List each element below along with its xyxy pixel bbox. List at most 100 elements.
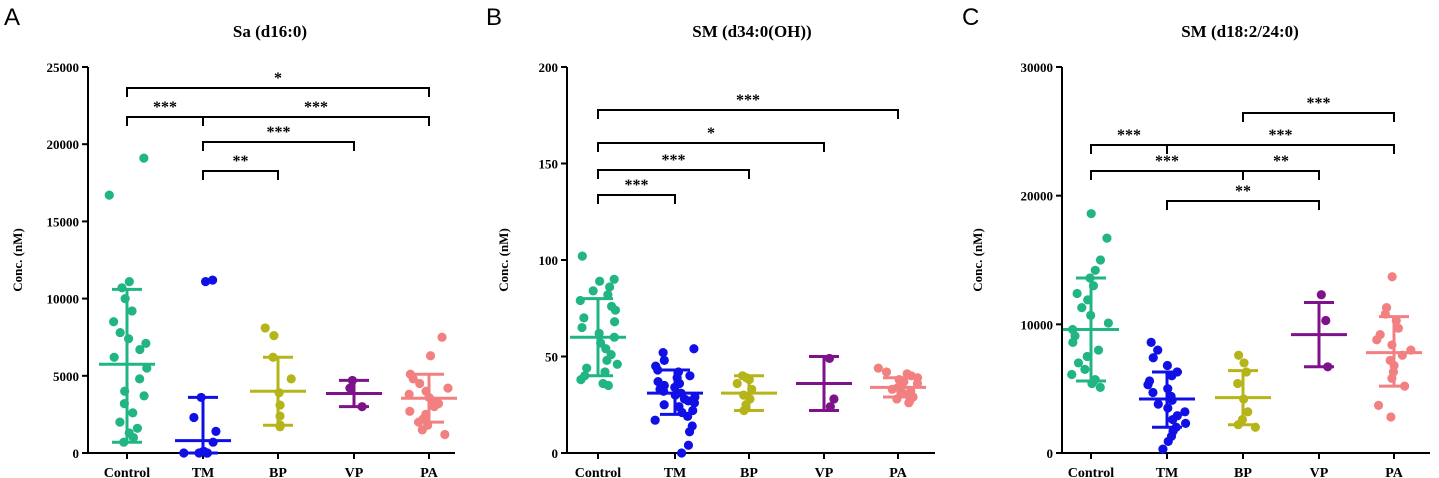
data-point [1095, 255, 1106, 265]
data-point [577, 251, 587, 261]
chart-title: SM (d18:2/24:0) [1181, 22, 1299, 41]
significance-label: *** [153, 99, 177, 116]
data-point [115, 417, 125, 427]
significance-bracket [126, 87, 430, 97]
x-tick-label: Control [1068, 466, 1115, 478]
data-point [1239, 358, 1249, 368]
data-point [1067, 369, 1077, 380]
significance-bracket [597, 194, 676, 204]
data-point [1168, 414, 1178, 425]
data-point [904, 398, 914, 408]
data-point [1080, 364, 1090, 374]
panel-b: B SM (d34:0(OH)) Conc. (nM) 0 50 100 150 200… [486, 4, 935, 478]
data-point [408, 374, 418, 384]
significance-label: ** [1235, 183, 1251, 200]
y-tick-label: 150 [539, 157, 559, 172]
data-point [601, 344, 611, 354]
data-point [1316, 290, 1326, 300]
data-point [1373, 400, 1384, 410]
data-point [659, 355, 669, 365]
data-point [139, 391, 149, 401]
y-tick-label: 100 [539, 253, 559, 268]
data-point [141, 338, 151, 348]
x-tick-label: BP [1234, 466, 1252, 478]
data-point [582, 363, 592, 373]
data-point [685, 371, 695, 381]
data-point [829, 394, 839, 404]
y-tick-label: 200 [539, 60, 559, 75]
significance-label: *** [1117, 127, 1141, 144]
data-point [610, 305, 621, 315]
data-point [1090, 265, 1100, 275]
data-point [603, 380, 613, 391]
significance-bracket [1242, 170, 1320, 180]
data-point [115, 327, 125, 338]
data-point [286, 374, 296, 384]
data-point [117, 283, 127, 293]
x-tick-label: VP [345, 466, 364, 478]
data-point [128, 408, 138, 418]
data-point [440, 429, 450, 440]
data-point [1148, 387, 1158, 398]
significance-label: *** [625, 177, 649, 194]
y-axis-label: Conc. (nM) [10, 228, 25, 292]
y-tick-label: 0 [552, 446, 559, 461]
data-point [1234, 350, 1244, 360]
panel-letter: C [962, 4, 979, 31]
data-point [443, 383, 453, 393]
data-point [1321, 315, 1331, 326]
data-point [429, 402, 439, 412]
panel-letter: B [486, 4, 502, 31]
data-point [653, 365, 663, 375]
data-point [1077, 303, 1087, 313]
data-point [658, 348, 668, 358]
data-point [609, 274, 619, 284]
data-point [881, 367, 892, 377]
significance-bracket [597, 142, 825, 152]
data-point [211, 426, 221, 436]
x-tick-label: PA [1385, 466, 1404, 478]
data-point [1102, 233, 1112, 243]
data-point [127, 306, 137, 316]
x-tick-label: PA [889, 466, 908, 478]
data-point [269, 331, 279, 341]
data-point [1068, 337, 1078, 347]
data-point [200, 277, 211, 287]
chart-title: Sa (d16:0) [233, 22, 307, 41]
significance-label: *** [1155, 153, 1179, 170]
data-point [109, 352, 119, 362]
data-point [135, 344, 145, 355]
x-tick-label: Control [104, 466, 151, 478]
significance-label: *** [736, 92, 760, 109]
data-point [1163, 436, 1173, 447]
data-point [1095, 382, 1105, 392]
data-point [659, 400, 669, 410]
data-point [415, 378, 425, 389]
data-point [1143, 380, 1153, 390]
data-point [689, 398, 700, 408]
data-point [605, 282, 615, 292]
data-point [1093, 345, 1104, 355]
y-tick-label: 0 [1047, 446, 1054, 461]
significance-label: *** [662, 152, 686, 169]
data-point [1180, 418, 1191, 429]
data-point [1393, 323, 1404, 333]
data-point [1243, 407, 1253, 417]
data-point [1386, 412, 1396, 422]
significance-label: ** [1273, 153, 1289, 170]
x-tick-label: TM [1156, 466, 1179, 478]
y-tick-label: 50 [545, 350, 558, 365]
significance-bracket [202, 116, 430, 126]
data-point [1146, 337, 1156, 347]
data-point [676, 448, 687, 458]
data-point [602, 355, 612, 365]
significance-label: *** [1307, 95, 1331, 112]
data-point [1162, 360, 1173, 371]
x-tick-label: PA [420, 466, 439, 478]
data-point [579, 313, 589, 323]
significance-bracket [1166, 200, 1320, 210]
data-point [577, 322, 587, 333]
data-point [1387, 272, 1397, 282]
significance-bracket [1242, 112, 1395, 122]
data-point [1103, 318, 1113, 328]
